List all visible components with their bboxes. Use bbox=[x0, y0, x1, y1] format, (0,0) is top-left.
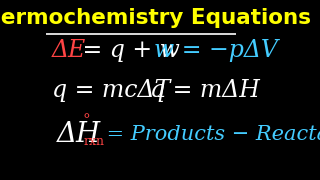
Text: = Products − Reactants: = Products − Reactants bbox=[100, 125, 320, 145]
Text: ΔH: ΔH bbox=[57, 122, 102, 148]
Text: q = mΔH: q = mΔH bbox=[150, 78, 260, 102]
Text: Thermochemistry Equations: Thermochemistry Equations bbox=[0, 8, 311, 28]
Text: w = −pΔV: w = −pΔV bbox=[154, 39, 278, 62]
Text: = q + w: = q + w bbox=[76, 39, 180, 62]
Text: °: ° bbox=[83, 113, 91, 127]
Text: q = mcΔT: q = mcΔT bbox=[52, 78, 170, 102]
Text: rxn: rxn bbox=[83, 135, 104, 148]
Text: ΔE: ΔE bbox=[52, 39, 86, 62]
